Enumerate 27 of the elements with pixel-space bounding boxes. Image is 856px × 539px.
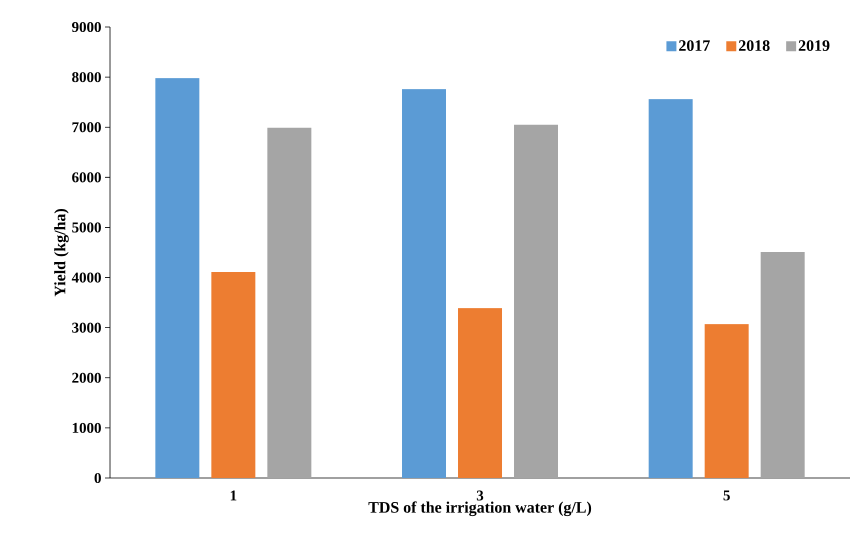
y-tick-label: 7000 xyxy=(72,122,101,132)
y-tick-label: 5000 xyxy=(72,222,101,232)
y-tick-label: 6000 xyxy=(72,172,101,182)
y-tick-label: 9000 xyxy=(72,22,101,32)
bar xyxy=(267,128,312,478)
bar xyxy=(458,308,502,478)
y-tick-label: 2000 xyxy=(72,372,101,383)
y-axis-title: Yield (kg/ha) xyxy=(54,208,69,296)
y-tick-label: 8000 xyxy=(72,72,101,82)
legend-label: 2018 xyxy=(738,40,770,51)
x-tick-label: 1 xyxy=(230,490,236,500)
x-tick-label: 3 xyxy=(476,490,484,501)
bar xyxy=(704,324,749,478)
bar xyxy=(211,272,256,478)
legend-label: 2017 xyxy=(679,40,710,51)
bar xyxy=(155,78,200,478)
legend-label: 2019 xyxy=(798,40,830,51)
y-tick-label: 3000 xyxy=(72,322,101,333)
bar xyxy=(648,99,693,478)
x-axis-title: TDS of the irrigation water (g/L) xyxy=(368,501,592,516)
bar xyxy=(514,124,558,478)
bar xyxy=(760,252,805,478)
y-tick-label: 4000 xyxy=(72,272,101,283)
y-tick-label: 1000 xyxy=(72,422,101,433)
y-tick-label: 0 xyxy=(94,472,101,484)
bar xyxy=(402,89,446,478)
x-tick-label: 5 xyxy=(724,490,730,500)
